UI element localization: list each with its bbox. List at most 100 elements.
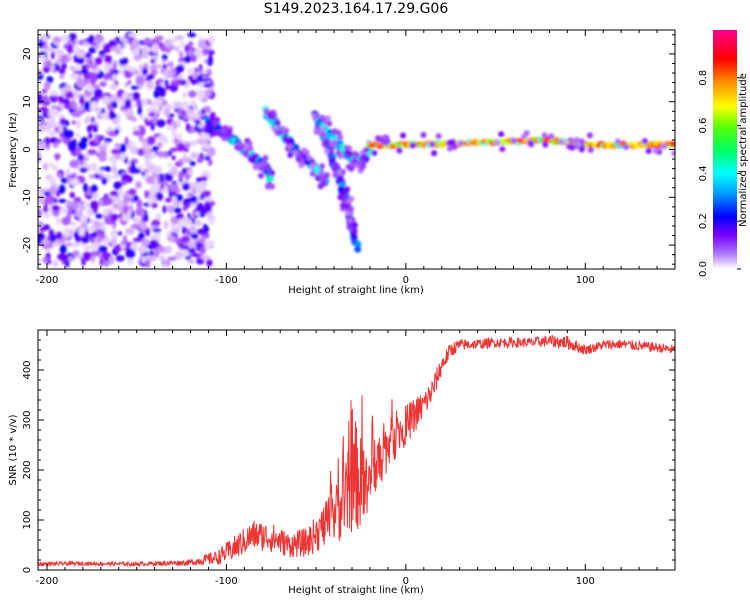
noise-cell — [135, 75, 146, 86]
noise-cell — [200, 235, 206, 245]
noise-cell — [83, 245, 90, 252]
noise-cell — [72, 250, 80, 257]
noise-cell — [179, 40, 185, 48]
noise-cell — [181, 226, 187, 235]
noise-cell — [175, 214, 184, 220]
carrier-halo — [446, 139, 453, 146]
noise-cell — [135, 98, 141, 107]
noise-cell — [102, 43, 113, 53]
noise-cell — [65, 120, 70, 127]
noise-cell — [163, 107, 170, 117]
noise-cell — [44, 59, 53, 68]
noise-cell — [155, 191, 164, 201]
noise-cell — [153, 109, 161, 115]
arc-2-halo — [324, 172, 331, 179]
noise-cell — [69, 191, 75, 199]
noise-cell — [162, 150, 170, 158]
noise-cell — [188, 90, 197, 98]
carrier-halo — [541, 132, 548, 139]
noise-cell — [69, 221, 77, 228]
arc-1-halo — [249, 157, 256, 164]
arc-1-halo — [267, 183, 274, 190]
noise-cell — [138, 244, 147, 254]
noise-cell — [163, 137, 169, 144]
arc-3-halo — [352, 222, 359, 229]
noise-cell — [57, 172, 63, 178]
noise-cell — [127, 257, 134, 265]
noise-cell — [84, 52, 93, 59]
carrier-halo — [494, 139, 501, 146]
arc-3-halo — [324, 148, 331, 155]
noise-cell — [75, 56, 85, 65]
carrier-halo — [396, 147, 403, 154]
noise-cell — [78, 227, 86, 237]
noise-cell — [177, 171, 184, 180]
noise-cell — [67, 140, 77, 150]
noise-cell — [178, 243, 184, 248]
noise-cell — [89, 174, 96, 179]
noise-cell — [111, 148, 121, 155]
noise-cell — [131, 48, 138, 56]
noise-cell — [62, 227, 71, 238]
noise-cell — [189, 225, 196, 234]
carrier-halo — [578, 146, 585, 153]
noise-cell — [156, 119, 166, 128]
noise-cell — [125, 227, 135, 236]
noise-cell — [138, 232, 145, 239]
noise-cell — [38, 208, 43, 218]
noise-cell — [52, 143, 58, 149]
noise-cell — [91, 236, 96, 243]
noise-cell — [43, 199, 50, 205]
noise-cell — [103, 62, 112, 72]
noise-cell — [197, 74, 203, 81]
noise-cell — [166, 47, 171, 54]
noise-cell — [64, 242, 74, 247]
noise-cell — [162, 205, 167, 214]
carrier-halo — [645, 147, 652, 154]
noise-cell — [190, 54, 197, 63]
arc-1-halo — [258, 172, 265, 179]
noise-cell — [102, 196, 113, 206]
noise-cell — [118, 58, 128, 66]
noise-cell — [111, 100, 118, 109]
noise-cell — [88, 140, 96, 147]
noise-cell — [184, 44, 191, 53]
noise-cell — [42, 95, 49, 104]
noise-cell — [55, 138, 62, 144]
carrier-halo — [528, 141, 535, 148]
noise-cell — [103, 237, 110, 246]
noise-cell — [100, 108, 106, 114]
noise-cell — [127, 33, 138, 38]
noise-cell — [60, 35, 70, 42]
noise-cell — [79, 160, 85, 165]
noise-cell — [76, 119, 81, 130]
noise-cell — [97, 144, 108, 152]
noise-cell — [163, 38, 173, 48]
noise-cell — [124, 136, 129, 146]
noise-cell — [102, 208, 109, 217]
noise-cell — [88, 46, 97, 54]
arc-4-halo — [319, 127, 326, 134]
noise-cell — [110, 205, 117, 211]
carrier-halo — [542, 141, 549, 148]
noise-cell — [178, 50, 184, 59]
noise-cell — [109, 213, 119, 222]
noise-cell — [119, 152, 126, 162]
noise-cell — [124, 99, 132, 108]
noise-cell — [131, 195, 139, 202]
noise-cell — [55, 217, 62, 225]
noise-cell — [49, 233, 57, 243]
noise-cell — [118, 188, 124, 199]
noise-cell — [85, 115, 92, 124]
snr-x-tick-label: -200 — [36, 576, 59, 587]
colorbar-gradient — [713, 30, 737, 269]
noise-cell — [188, 41, 193, 47]
carrier-halo — [510, 138, 517, 145]
noise-cell — [88, 34, 95, 44]
arc-2-halo — [292, 150, 299, 157]
arc-3-halo — [347, 217, 354, 224]
noise-cell — [188, 240, 193, 249]
noise-cell — [125, 248, 136, 259]
noise-cell — [63, 130, 73, 139]
